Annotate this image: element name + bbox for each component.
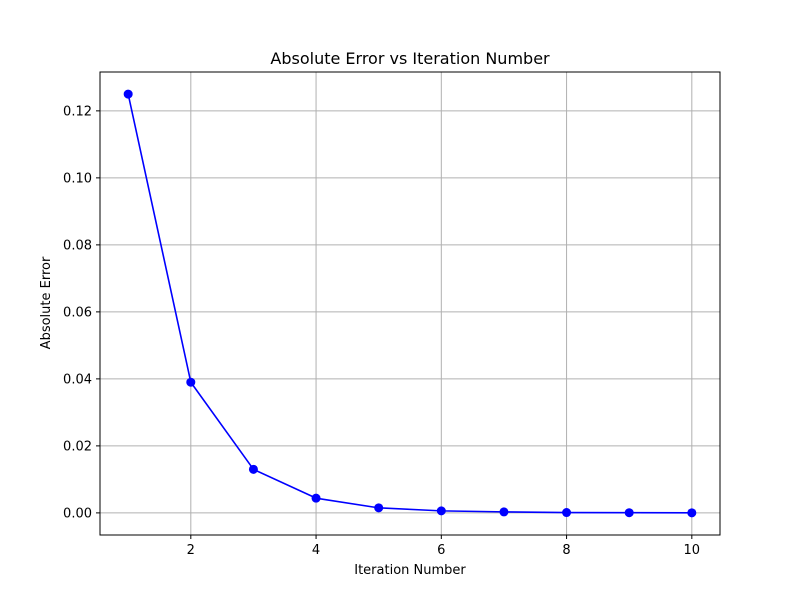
x-ticks: 2 4 6 8 10 bbox=[187, 535, 700, 558]
x-tick-label: 4 bbox=[312, 543, 320, 558]
data-point bbox=[374, 503, 384, 513]
data-point bbox=[624, 508, 634, 518]
y-tick-label: 0.10 bbox=[63, 171, 92, 186]
x-tick-label: 10 bbox=[684, 543, 701, 558]
data-point bbox=[248, 464, 258, 474]
axes-frame bbox=[99, 71, 721, 536]
x-tick-label: 8 bbox=[562, 543, 570, 558]
data-point bbox=[311, 493, 321, 503]
grid-layer bbox=[100, 72, 720, 535]
y-tick-label: 0.04 bbox=[63, 372, 92, 387]
y-tick-label: 0.02 bbox=[63, 439, 92, 454]
series-line bbox=[127, 93, 693, 514]
chart-title: Absolute Error vs Iteration Number bbox=[270, 49, 550, 68]
data-point bbox=[562, 508, 572, 518]
x-axis-label: Iteration Number bbox=[354, 563, 466, 578]
data-point bbox=[123, 89, 133, 99]
x-tick-label: 2 bbox=[187, 543, 195, 558]
data-point bbox=[186, 377, 196, 387]
y-tick-label: 0.00 bbox=[63, 506, 92, 521]
y-axis-label: Absolute Error bbox=[39, 256, 54, 349]
x-tick-label: 6 bbox=[437, 543, 445, 558]
data-point bbox=[499, 507, 509, 517]
y-tick-label: 0.06 bbox=[63, 305, 92, 320]
y-ticks: 0.00 0.02 0.04 0.06 0.08 0.10 0.12 bbox=[63, 104, 100, 521]
data-point bbox=[436, 506, 446, 516]
series-layer bbox=[123, 89, 697, 518]
y-tick-label: 0.12 bbox=[63, 104, 92, 119]
data-point bbox=[687, 508, 697, 518]
y-tick-label: 0.08 bbox=[63, 238, 92, 253]
